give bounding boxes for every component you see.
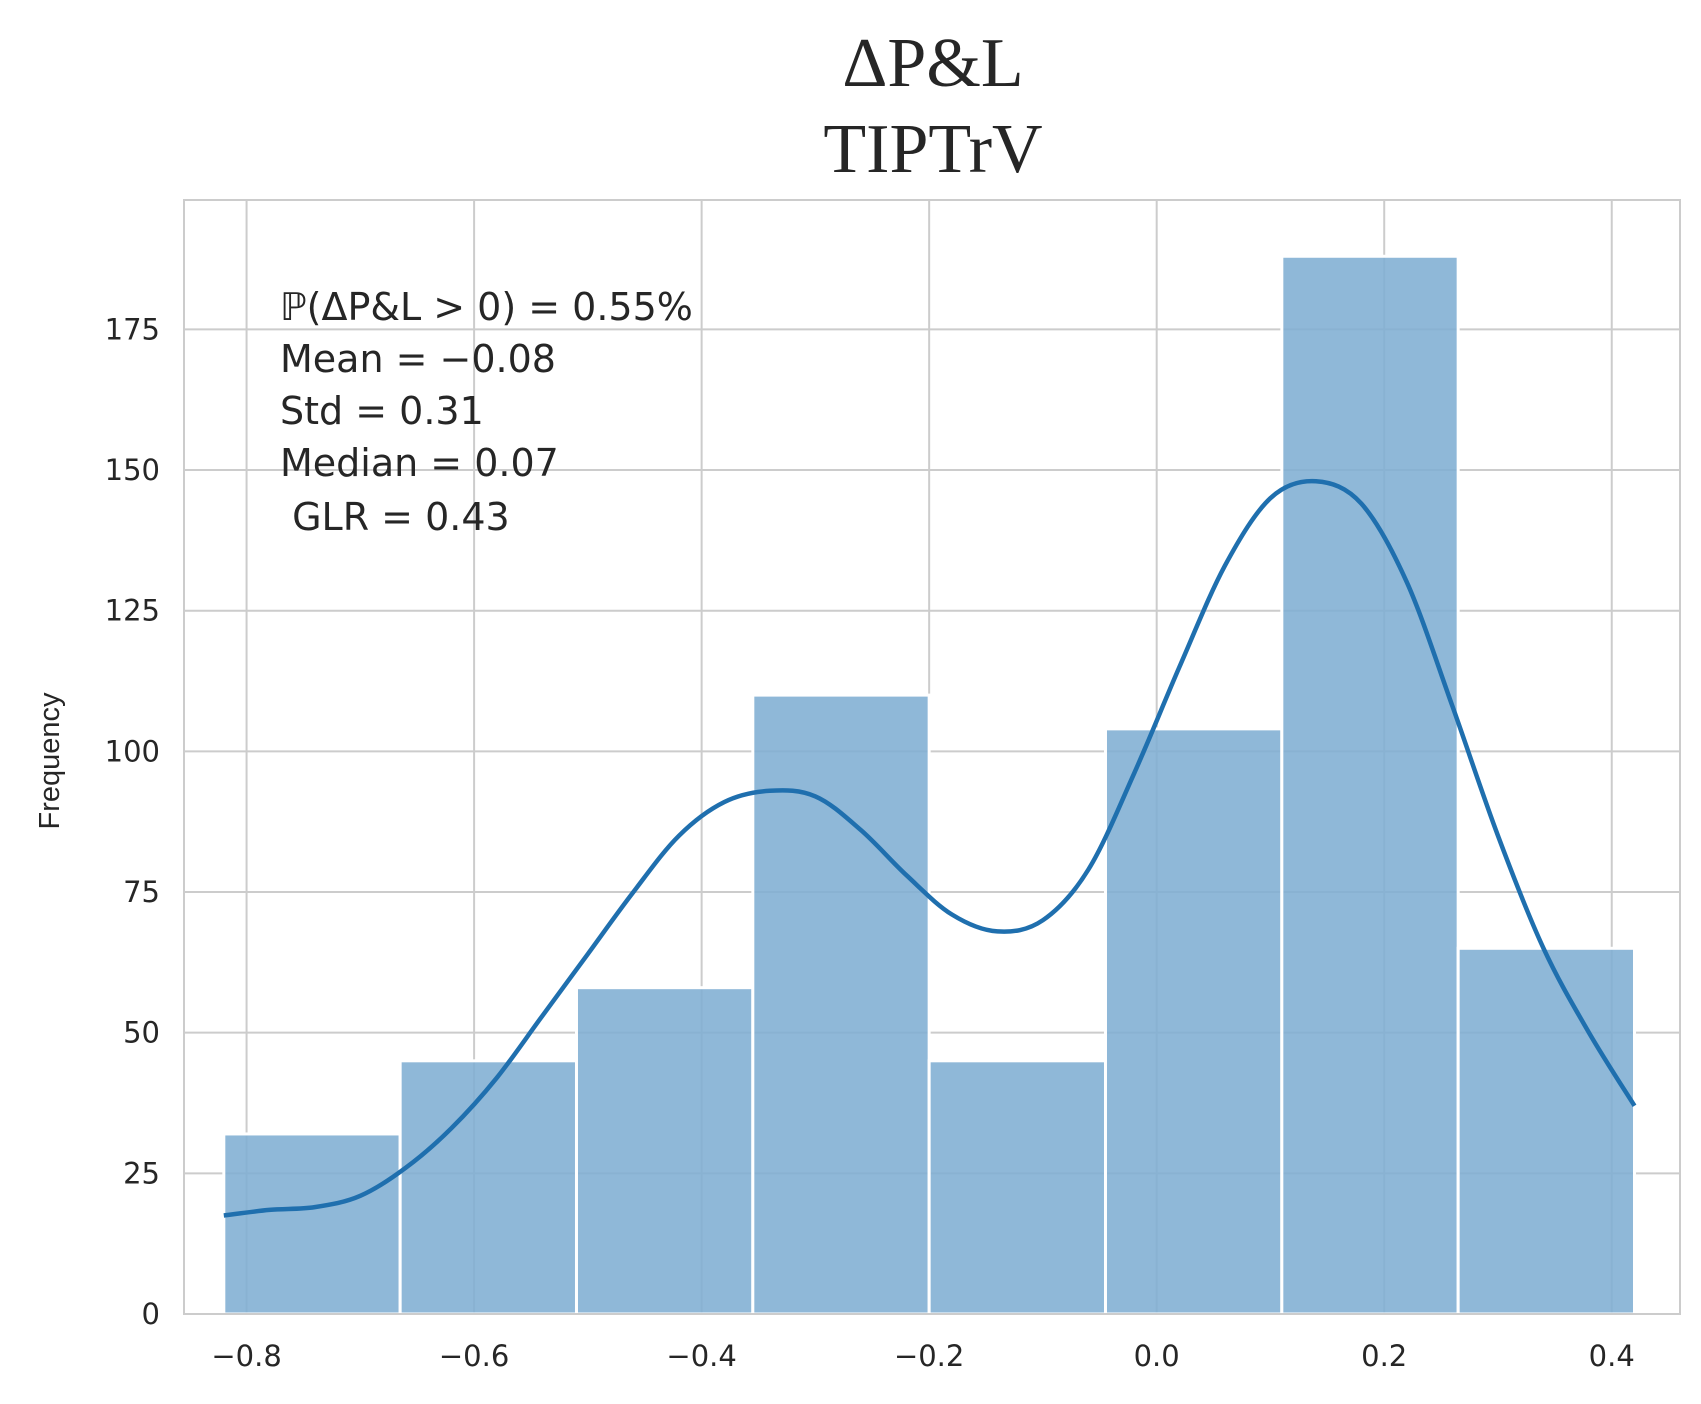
x-axis-ticks: −0.8 −0.6 −0.4 −0.2 0.0 0.2 0.4 [211, 1339, 1634, 1373]
kde-curve [223, 478, 1637, 1218]
x-tick-label: 0.2 [1361, 1339, 1407, 1373]
x-tick-label: 0.0 [1134, 1339, 1180, 1373]
stat-mean: Mean = −0.08 [280, 337, 556, 381]
histogram-bar [1103, 727, 1284, 1316]
histogram-bar [1456, 946, 1636, 1316]
y-tick-label: 0 [142, 1297, 160, 1331]
histogram-bar [398, 1059, 578, 1316]
y-tick-label: 25 [123, 1156, 160, 1190]
chart-subtitle: TIPTrV [823, 111, 1042, 188]
histogram-bar [1280, 254, 1460, 1316]
stats-annotation: ℙ(ΔP&L > 0) = 0.55% Mean = −0.08 Std = 0… [280, 285, 693, 539]
y-tick-label: 50 [123, 1016, 160, 1050]
y-tick-label: 175 [105, 312, 160, 346]
stat-median: Median = 0.07 [280, 441, 559, 485]
chart-title: ΔP&L [842, 25, 1023, 102]
y-tick-label: 150 [105, 453, 160, 487]
x-tick-label: −0.4 [666, 1339, 736, 1373]
y-axis-label: Frequency [34, 692, 66, 830]
histogram-bar [574, 986, 755, 1316]
histogram-bar [222, 1132, 402, 1316]
y-tick-label: 100 [105, 734, 160, 768]
y-axis-ticks: 0 25 50 75 100 125 150 175 [105, 312, 160, 1331]
plot-frame [183, 199, 1681, 1315]
histogram-bar [927, 1059, 1107, 1316]
y-tick-label: 125 [105, 594, 160, 628]
x-tick-label: −0.6 [439, 1339, 509, 1373]
stat-glr: GLR = 0.43 [280, 495, 510, 539]
x-tick-label: 0.4 [1589, 1339, 1635, 1373]
x-tick-label: −0.8 [211, 1339, 281, 1373]
stat-probability: ℙ(ΔP&L > 0) = 0.55% [280, 285, 693, 329]
y-tick-label: 75 [123, 875, 160, 909]
x-tick-label: −0.2 [894, 1339, 964, 1373]
histogram-bars [222, 254, 1636, 1316]
stat-std: Std = 0.31 [280, 389, 484, 433]
histogram-bar [751, 693, 931, 1316]
